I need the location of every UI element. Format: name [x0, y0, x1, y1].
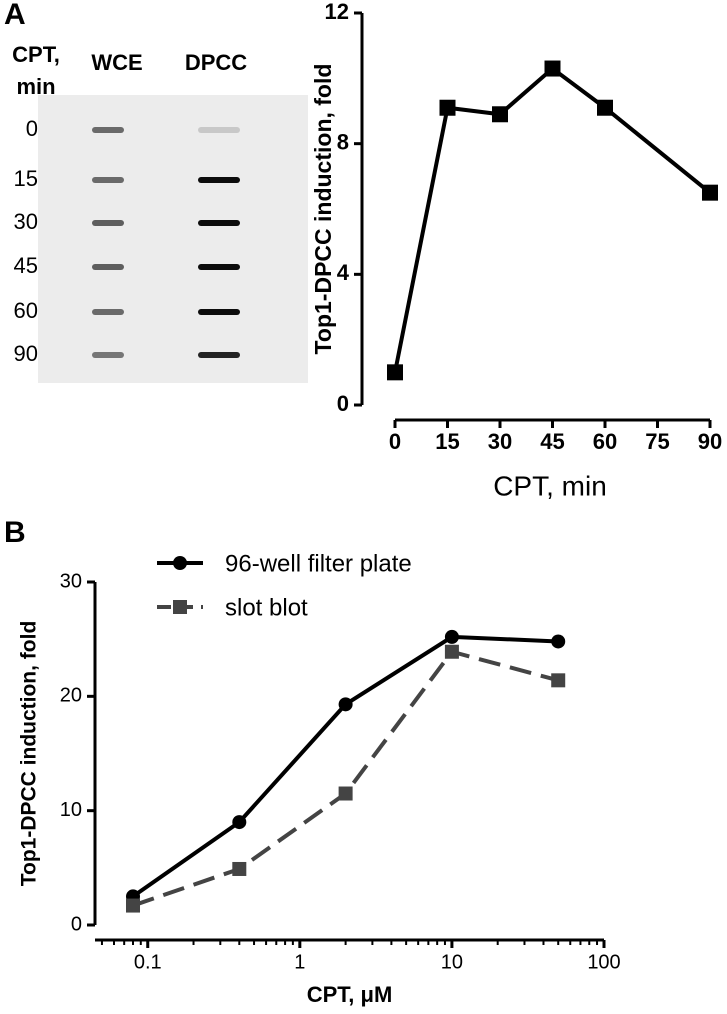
blot-row-header: CPT, [12, 42, 60, 67]
series-line [393, 65, 712, 373]
data-point [544, 60, 561, 77]
blot-band [198, 264, 240, 270]
y-axis-label: Top1-DPCC induction, fold [310, 64, 336, 355]
blot-lane-label: 60 [14, 298, 38, 323]
data-point [232, 861, 247, 876]
data-point [551, 634, 566, 649]
x-tick-label: 45 [540, 429, 564, 454]
data-point [338, 786, 353, 801]
x-tick-label: 10 [441, 951, 463, 973]
blot-image [38, 95, 308, 383]
y-tick-label: 4 [337, 260, 350, 285]
data-point [338, 697, 353, 712]
legend-marker [173, 600, 187, 614]
series-line [131, 634, 559, 899]
blot-row-header: min [16, 74, 55, 99]
data-point [126, 898, 141, 913]
panel-label: A [4, 0, 26, 31]
blot-band [92, 309, 124, 315]
blot-lane-label: 45 [14, 253, 38, 278]
data-point [444, 644, 459, 659]
y-tick-label: 12 [325, 0, 349, 24]
blot-band [92, 220, 124, 226]
x-tick-label: 0 [389, 429, 401, 454]
data-point [444, 629, 459, 644]
data-point [551, 673, 566, 688]
blot-band [198, 177, 240, 183]
data-point [702, 184, 718, 201]
y-tick-label: 8 [337, 129, 349, 154]
series-line [132, 649, 559, 908]
y-tick-label: 0 [337, 391, 349, 416]
data-point [387, 364, 403, 381]
blot-band [92, 127, 124, 133]
panel-label: B [4, 516, 26, 549]
x-tick-label: 15 [435, 429, 459, 454]
x-tick-label: 75 [645, 429, 669, 454]
y-tick-label: 0 [71, 913, 82, 935]
blot-band [92, 352, 124, 358]
blot-band [198, 352, 240, 358]
data-point [492, 106, 508, 123]
blot-lane-label: 90 [14, 341, 38, 366]
y-tick-label: 20 [60, 685, 82, 707]
x-tick-label: 100 [587, 951, 620, 973]
x-axis-label: CPT, min [493, 470, 607, 501]
legend-label: slot blot [225, 594, 308, 621]
x-tick-label: 1 [294, 951, 305, 973]
data-point [439, 99, 456, 116]
legend-marker [173, 556, 187, 570]
blot-band [92, 264, 124, 270]
x-axis-label: CPT, μM [307, 982, 393, 1007]
x-tick-label: 60 [593, 429, 617, 454]
blot-band [198, 309, 240, 315]
x-tick-label: 0.1 [134, 951, 162, 973]
x-tick-label: 30 [488, 429, 512, 454]
y-tick-label: 10 [60, 799, 82, 821]
blot-band [92, 177, 124, 183]
blot-column-header: DPCC [185, 50, 247, 75]
data-point [232, 815, 247, 830]
legend-label: 96-well filter plate [225, 550, 412, 577]
blot-column-header: WCE [91, 50, 142, 75]
blot-band [198, 220, 240, 226]
blot-lane-label: 15 [14, 166, 38, 191]
x-tick-label: 90 [698, 429, 722, 454]
y-tick-label: 30 [60, 570, 82, 592]
blot-band [198, 127, 240, 133]
y-axis-label: Top1-DPCC induction, fold [18, 621, 41, 887]
blot-lane-label: 30 [14, 209, 38, 234]
data-point [597, 99, 613, 116]
blot-lane-label: 0 [26, 116, 38, 141]
